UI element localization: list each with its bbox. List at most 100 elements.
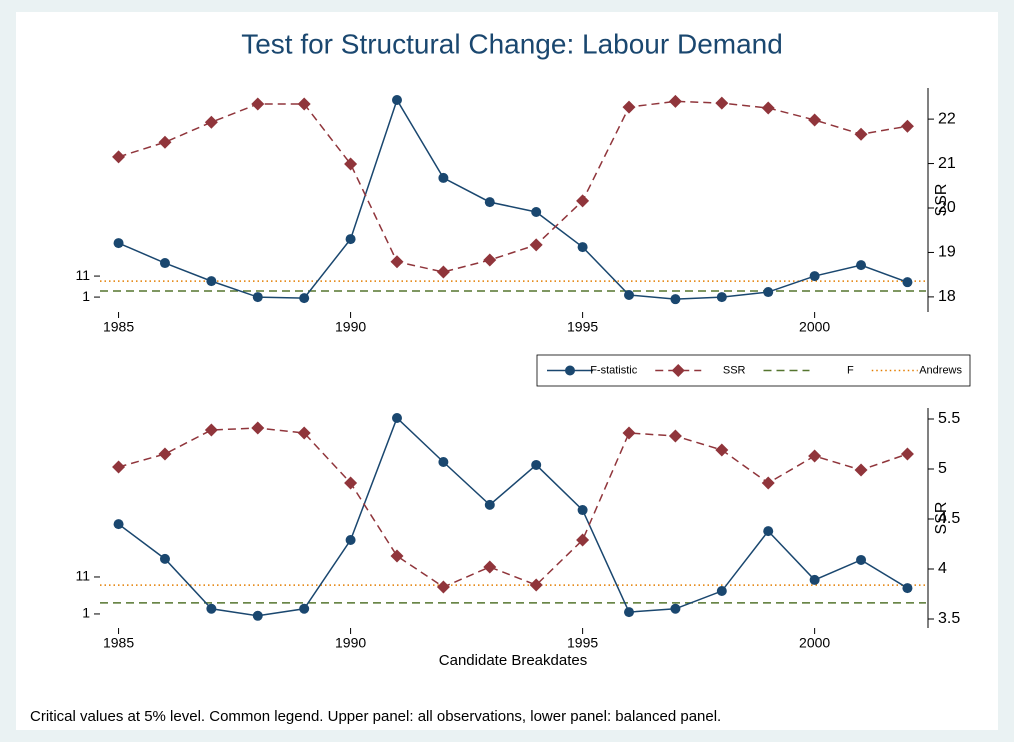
marker [761, 101, 775, 115]
legend-label: F [847, 364, 854, 376]
marker [206, 276, 217, 287]
marker [854, 127, 868, 141]
marker [854, 463, 868, 477]
y2-tick-label: 3.5 [938, 610, 960, 627]
x-tick-label: 1995 [567, 635, 598, 651]
marker [763, 526, 774, 537]
marker [299, 603, 310, 614]
marker [902, 583, 913, 594]
y2-tick-label: 5 [938, 460, 947, 477]
marker [900, 119, 914, 133]
y2-tick-label: 4.5 [938, 510, 960, 527]
marker [391, 94, 402, 105]
marker [624, 607, 635, 618]
marker [856, 554, 867, 565]
y2-axis-title: SSR [933, 502, 950, 535]
marker [390, 549, 404, 563]
series-line [118, 98, 908, 300]
marker [715, 443, 729, 457]
legend-label: Andrews [919, 364, 962, 376]
legend-label: F-statistic [590, 364, 638, 376]
y-tick-label: 11 [75, 267, 90, 283]
marker [297, 426, 311, 440]
y2-tick-label: 19 [938, 244, 956, 261]
marker [391, 412, 402, 423]
marker [668, 429, 682, 443]
legend-marker [671, 364, 685, 377]
marker [668, 94, 682, 108]
marker [204, 423, 218, 437]
marker [390, 255, 404, 269]
marker [484, 197, 495, 208]
marker [576, 533, 590, 547]
marker [206, 603, 217, 614]
x-tick-label: 1985 [103, 635, 134, 651]
marker [344, 476, 358, 490]
marker [112, 460, 126, 474]
marker [251, 421, 265, 435]
marker [577, 505, 588, 516]
x-tick-label: 2000 [799, 635, 830, 651]
chart-title: Test for Structural Change: Labour Deman… [241, 28, 783, 59]
marker [531, 206, 542, 217]
x-axis-title: Candidate Breakdates [439, 652, 587, 669]
marker [529, 238, 543, 252]
x-tick-label: 2000 [799, 319, 830, 335]
marker [622, 100, 636, 114]
marker [158, 135, 172, 149]
marker [158, 447, 172, 461]
marker [345, 234, 356, 245]
legend-marker [565, 365, 575, 376]
y-tick-label: 1 [82, 605, 90, 621]
marker [159, 258, 170, 269]
marker [670, 294, 681, 305]
marker [670, 603, 681, 614]
marker [808, 113, 822, 127]
y2-tick-label: 18 [938, 288, 956, 305]
marker [761, 476, 775, 490]
marker [159, 553, 170, 564]
marker [809, 574, 820, 585]
marker [529, 578, 543, 592]
legend-label: SSR [723, 364, 746, 376]
marker [716, 586, 727, 597]
y2-tick-label: 22 [938, 110, 956, 127]
x-tick-label: 1995 [567, 319, 598, 335]
x-tick-label: 1985 [103, 319, 134, 335]
marker [252, 610, 263, 621]
marker [624, 289, 635, 300]
note: Critical values at 5% level. Common lege… [30, 708, 721, 725]
series-line [118, 427, 908, 588]
y-tick-label: 11 [75, 568, 90, 584]
series-line [118, 416, 908, 617]
y2-tick-label: 4 [938, 560, 947, 577]
legend [536, 354, 971, 387]
marker [809, 271, 820, 282]
x-tick-label: 1990 [335, 319, 366, 335]
marker [204, 115, 218, 129]
marker [576, 194, 590, 208]
marker [763, 287, 774, 298]
marker [251, 97, 265, 111]
marker [715, 96, 729, 110]
y2-tick-label: 20 [938, 199, 956, 216]
marker [483, 253, 497, 267]
y2-tick-label: 21 [938, 155, 956, 172]
marker [113, 519, 124, 530]
marker [900, 447, 914, 461]
x-tick-label: 1990 [335, 635, 366, 651]
marker [436, 580, 450, 594]
marker [716, 292, 727, 303]
marker [113, 238, 124, 249]
marker [484, 499, 495, 510]
y2-axis-title: SSR [933, 184, 950, 217]
y2-tick-label: 5.5 [938, 410, 960, 427]
marker [577, 242, 588, 253]
marker [808, 449, 822, 463]
marker [438, 456, 449, 467]
marker [438, 172, 449, 183]
marker [856, 260, 867, 271]
marker [297, 97, 311, 111]
